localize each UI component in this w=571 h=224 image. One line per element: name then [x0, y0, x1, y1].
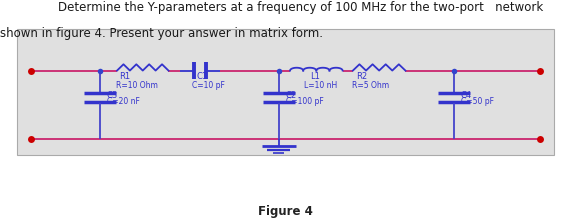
Text: C3: C3: [107, 91, 118, 100]
Text: Determine the Y-parameters at a frequency of 100 MHz for the two-port   network: Determine the Y-parameters at a frequenc…: [28, 1, 543, 14]
Text: C=100 pF: C=100 pF: [286, 97, 323, 106]
Text: C=10 pF: C=10 pF: [192, 81, 226, 90]
FancyBboxPatch shape: [17, 29, 554, 155]
Text: C2: C2: [286, 91, 296, 100]
Text: C=20 nF: C=20 nF: [107, 97, 140, 106]
Text: R=10 Ohm: R=10 Ohm: [116, 81, 158, 90]
Text: C4: C4: [461, 91, 472, 100]
Text: L=10 nH: L=10 nH: [304, 81, 337, 90]
Text: C1: C1: [197, 72, 208, 81]
Text: shown in figure 4. Present your answer in matrix form.: shown in figure 4. Present your answer i…: [0, 27, 323, 40]
Text: C=50 pF: C=50 pF: [461, 97, 494, 106]
Text: R=5 Ohm: R=5 Ohm: [352, 81, 389, 90]
Text: R1: R1: [119, 72, 130, 81]
Text: Figure 4: Figure 4: [258, 205, 313, 218]
Text: R2: R2: [356, 72, 367, 81]
Text: L1: L1: [311, 72, 320, 81]
